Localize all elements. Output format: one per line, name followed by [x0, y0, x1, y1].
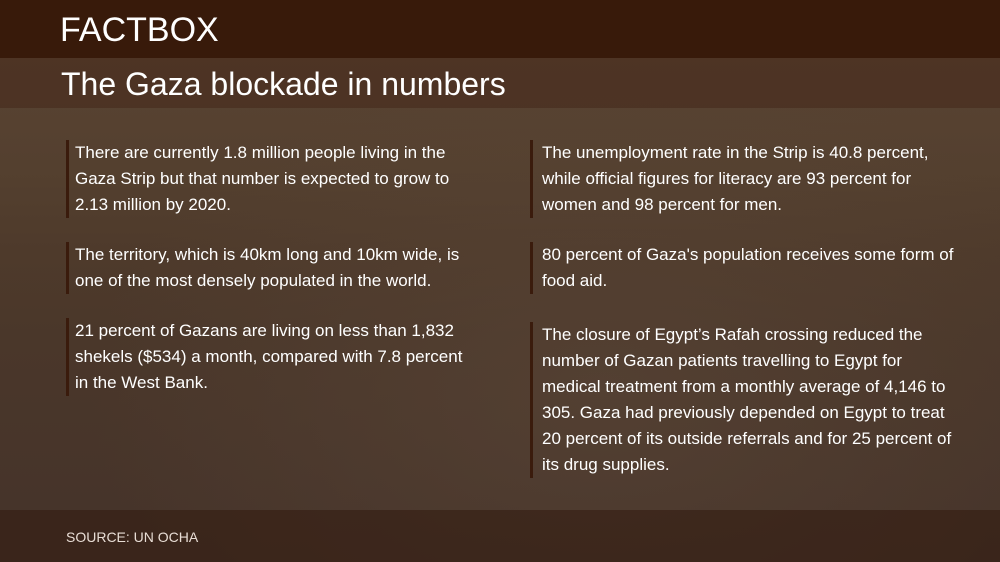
- right-column: The unemployment rate in the Strip is 40…: [530, 140, 955, 502]
- page-title: The Gaza blockade in numbers: [61, 66, 506, 102]
- factbox-label: FACTBOX: [60, 11, 219, 49]
- fact-paragraph: The unemployment rate in the Strip is 40…: [530, 140, 955, 218]
- title-band: [0, 58, 1000, 108]
- source-credit: SOURCE: UN OCHA: [66, 529, 199, 545]
- fact-paragraph: The closure of Egypt’s Rafah crossing re…: [530, 322, 955, 478]
- footer-band: [0, 510, 1000, 562]
- header-bar: [0, 0, 1000, 58]
- fact-paragraph: There are currently 1.8 million people l…: [66, 140, 466, 218]
- left-column: There are currently 1.8 million people l…: [66, 140, 466, 420]
- fact-paragraph: 21 percent of Gazans are living on less …: [66, 318, 466, 396]
- fact-paragraph: The territory, which is 40km long and 10…: [66, 242, 466, 294]
- fact-paragraph: 80 percent of Gaza's population receives…: [530, 242, 955, 294]
